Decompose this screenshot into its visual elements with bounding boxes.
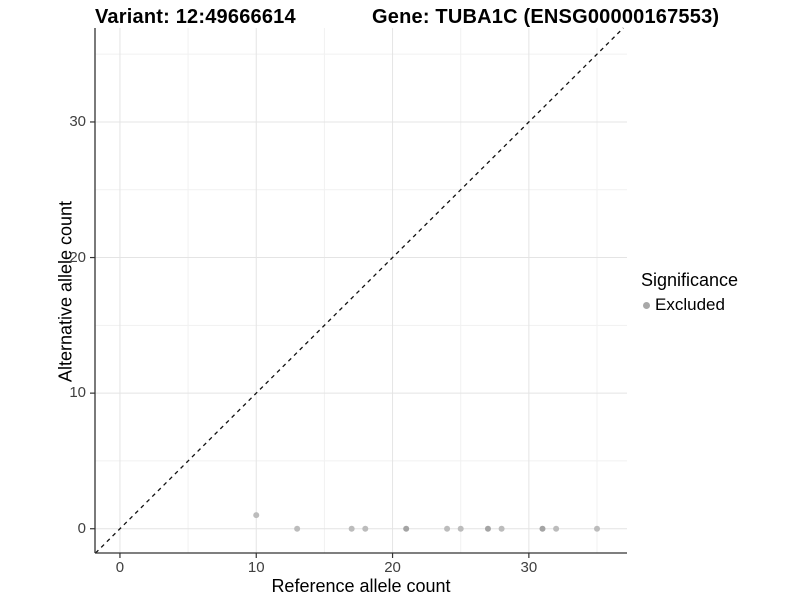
data-point: [444, 525, 451, 532]
data-point: [403, 525, 410, 532]
x-tick-label: 0: [115, 559, 125, 576]
data-point: [539, 525, 546, 532]
legend-point-icon: [643, 301, 650, 309]
x-tick-label: 10: [247, 559, 265, 576]
data-point: [498, 525, 505, 532]
y-tick-label: 0: [77, 519, 86, 537]
data-point: [362, 525, 369, 532]
data-point: [294, 525, 301, 532]
x-axis-title: Reference allele count: [271, 576, 451, 596]
data-point: [457, 525, 464, 532]
data-point: [253, 512, 260, 519]
x-tick-label: 20: [384, 559, 401, 576]
legend: Significance Excluded: [641, 270, 738, 315]
y-tick-label: 20: [69, 248, 86, 266]
x-tick-label: 30: [520, 559, 538, 576]
data-point: [594, 525, 601, 532]
plot-title-gene: Gene: TUBA1C (ENSG00000167553): [372, 6, 720, 28]
legend-title: Significance: [641, 270, 739, 290]
y-tick-label: 30: [69, 113, 86, 131]
y-tick-label: 10: [69, 384, 86, 402]
data-point: [348, 525, 355, 532]
identity-line: [95, 27, 624, 554]
data-point: [484, 525, 491, 532]
legend-item-excluded: Excluded: [641, 295, 738, 315]
plot-title-variant: Variant: 12:49666614: [95, 6, 296, 28]
data-point: [553, 525, 560, 532]
legend-item-label: Excluded: [655, 295, 725, 314]
